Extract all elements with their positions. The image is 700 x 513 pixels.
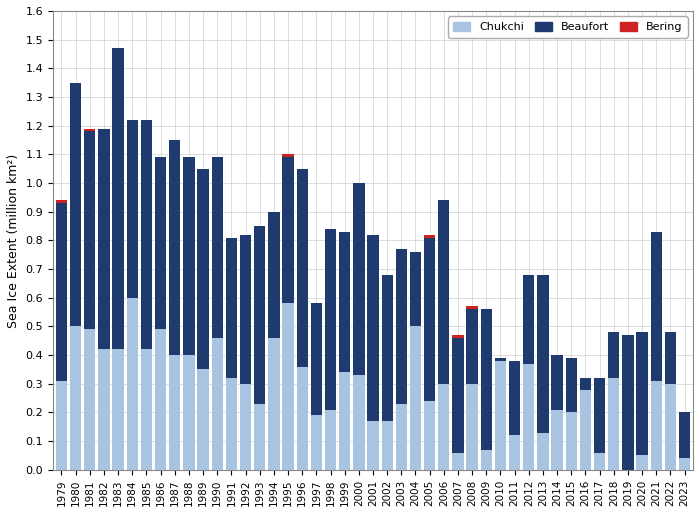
Bar — [211, 157, 223, 338]
Bar — [325, 229, 336, 409]
Bar — [339, 232, 351, 372]
Bar — [495, 358, 506, 361]
Bar — [650, 232, 662, 381]
Bar — [282, 154, 294, 157]
Bar — [395, 249, 407, 404]
Bar — [84, 129, 95, 131]
Bar — [311, 416, 322, 470]
Bar — [254, 404, 265, 470]
Bar — [56, 381, 67, 470]
Bar — [254, 226, 265, 404]
Bar — [636, 332, 648, 456]
Bar — [566, 358, 577, 412]
Bar — [240, 384, 251, 470]
Bar — [141, 349, 152, 470]
Bar — [452, 335, 463, 338]
Bar — [382, 275, 393, 421]
Bar — [580, 378, 591, 389]
Bar — [197, 169, 209, 369]
Bar — [650, 381, 662, 470]
Bar — [268, 212, 279, 338]
Bar — [297, 367, 308, 470]
Bar — [113, 349, 124, 470]
Bar — [325, 409, 336, 470]
Bar — [382, 421, 393, 470]
Bar — [339, 372, 351, 470]
Bar — [127, 120, 138, 298]
Bar — [424, 401, 435, 470]
Bar — [368, 421, 379, 470]
Bar — [538, 275, 549, 432]
Bar — [113, 48, 124, 349]
Bar — [155, 157, 167, 329]
Bar — [594, 378, 606, 452]
Bar — [268, 338, 279, 470]
Bar — [452, 452, 463, 470]
Bar — [410, 252, 421, 326]
Bar — [225, 238, 237, 378]
Bar — [424, 234, 435, 238]
Bar — [98, 349, 110, 470]
Bar — [466, 309, 478, 384]
Bar — [84, 329, 95, 470]
Bar — [495, 361, 506, 470]
Bar — [594, 452, 606, 470]
Bar — [665, 332, 676, 384]
Bar — [509, 436, 520, 470]
Bar — [636, 456, 648, 470]
Bar — [368, 234, 379, 421]
Bar — [395, 404, 407, 470]
Bar — [56, 203, 67, 381]
Bar — [466, 384, 478, 470]
Bar — [481, 309, 492, 450]
Bar — [580, 389, 591, 470]
Bar — [155, 329, 167, 470]
Bar — [141, 120, 152, 349]
Bar — [70, 83, 81, 326]
Legend: Chukchi, Beaufort, Bering: Chukchi, Beaufort, Bering — [448, 16, 687, 38]
Bar — [552, 409, 563, 470]
Bar — [424, 238, 435, 401]
Bar — [240, 234, 251, 384]
Y-axis label: Sea Ice Extent (million km²): Sea Ice Extent (million km²) — [7, 153, 20, 327]
Bar — [169, 355, 181, 470]
Bar — [282, 304, 294, 470]
Bar — [466, 306, 478, 309]
Bar — [438, 384, 449, 470]
Bar — [608, 332, 620, 378]
Bar — [297, 169, 308, 367]
Bar — [56, 200, 67, 203]
Bar — [509, 361, 520, 436]
Bar — [481, 450, 492, 470]
Bar — [98, 129, 110, 349]
Bar — [84, 131, 95, 329]
Bar — [438, 200, 449, 384]
Bar — [538, 432, 549, 470]
Bar — [183, 355, 195, 470]
Bar — [197, 369, 209, 470]
Bar — [608, 378, 620, 470]
Bar — [354, 375, 365, 470]
Bar — [566, 412, 577, 470]
Bar — [354, 183, 365, 375]
Bar — [679, 412, 690, 458]
Bar — [410, 326, 421, 470]
Bar — [70, 326, 81, 470]
Bar — [452, 338, 463, 452]
Bar — [127, 298, 138, 470]
Bar — [523, 275, 535, 364]
Bar — [225, 378, 237, 470]
Bar — [523, 364, 535, 470]
Bar — [169, 140, 181, 355]
Bar — [665, 384, 676, 470]
Bar — [552, 355, 563, 409]
Bar — [211, 338, 223, 470]
Bar — [622, 335, 634, 470]
Bar — [282, 157, 294, 304]
Bar — [679, 458, 690, 470]
Bar — [183, 157, 195, 355]
Bar — [311, 304, 322, 416]
